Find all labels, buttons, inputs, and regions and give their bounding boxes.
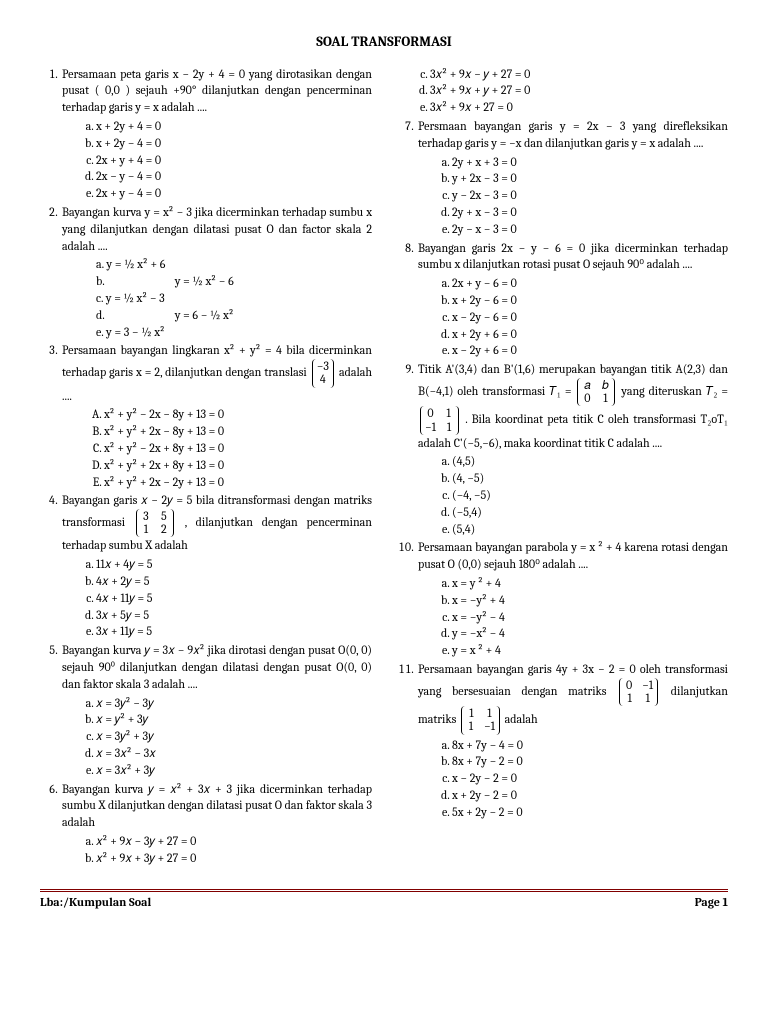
q4-text: Bayangan garis 𝑥 − 2𝑦 = 5 bila ditransfo… — [62, 493, 372, 552]
q8-opt-b: x + 2y − 6 = 0 — [452, 292, 728, 309]
q3-opt-D: x² + y² + 2x + 8y + 13 = 0 — [104, 457, 372, 474]
q7-opt-e: 2y − x − 3 = 0 — [452, 221, 728, 238]
q5-opt-e: 𝑥 = 3𝑥² + 3𝑦 — [96, 762, 372, 779]
matrix-icon: 111−1 — [461, 706, 500, 734]
q6-opt-d: 3𝑥² + 9𝑥 + 𝑦 + 27 = 0 — [430, 82, 728, 99]
q6-opt-e: 3𝑥² + 9𝑥 + 27 = 0 — [430, 99, 728, 116]
footer-left: Lba:/Kumpulan Soal — [40, 894, 151, 911]
question-5: Bayangan kurva 𝑦 = 3𝑥 − 9𝑥² jika dirotas… — [60, 642, 372, 778]
left-column: Persamaan peta garis x − 2y + 4 = 0 yang… — [40, 66, 372, 869]
q1-opt-a: x + 2y + 4 = 0 — [96, 118, 372, 135]
question-2: Bayangan kurva y = x² − 3 jika dicermink… — [60, 204, 372, 340]
q8-text: Bayangan garis 2x − y − 6 = 0 jika dicer… — [418, 241, 728, 272]
q1-opt-e: 2x + y − 4 = 0 — [96, 185, 372, 202]
q9-opt-d: (−5,4) — [452, 504, 728, 521]
page-footer: Lba:/Kumpulan Soal Page 1 — [40, 889, 728, 911]
q10-opt-a: x = y ² + 4 — [452, 575, 728, 592]
question-10: Persamaan bayangan parabola y = x ² + 4 … — [416, 539, 728, 659]
question-8: Bayangan garis 2x − y − 6 = 0 jika dicer… — [416, 240, 728, 360]
q9-text: Titik A'(3,4) dan B'(1,6) merupakan baya… — [418, 362, 728, 450]
question-6: Bayangan kurva 𝑦 = 𝑥² + 3𝑥 + 3 jika dice… — [60, 781, 372, 867]
q6-opt-c: 3𝑥² + 9𝑥 − 𝑦 + 27 = 0 — [430, 66, 728, 83]
q3-opt-C: x² + y² − 2x + 8y + 13 = 0 — [104, 440, 372, 457]
matrix-icon: 01−11 — [420, 406, 459, 434]
q7-opt-b: y + 2x − 3 = 0 — [452, 170, 728, 187]
q8-opt-a: 2x + y − 6 = 0 — [452, 275, 728, 292]
q6-opt-b: 𝑥² + 9𝑥 + 3𝑦 + 27 = 0 — [96, 850, 372, 867]
vector-icon: −34 — [312, 359, 334, 387]
q8-opt-c: x − 2y − 6 = 0 — [452, 309, 728, 326]
q8-opt-d: x + 2y + 6 = 0 — [452, 326, 728, 343]
q2-opt-d: d.y = 6 − ½ x² — [96, 307, 372, 324]
question-7: Persmaan bayangan garis y = 2x − 3 yang … — [416, 118, 728, 238]
q2-opt-b: b.y = ½ x² − 6 — [96, 273, 372, 290]
page-title: SOAL TRANSFORMASI — [40, 32, 728, 52]
q7-opt-c: y − 2x − 3 = 0 — [452, 187, 728, 204]
q10-opt-c: x = −y² − 4 — [452, 609, 728, 626]
q6-opt-a: 𝑥² + 9𝑥 − 3𝑦 + 27 = 0 — [96, 833, 372, 850]
q4-opt-b: 4𝑥 + 2𝑦 = 5 — [96, 573, 372, 590]
q2-opt-e: e. y = 3 − ½ x² — [96, 324, 372, 341]
q2-text: Bayangan kurva y = x² − 3 jika dicermink… — [62, 205, 372, 253]
q2-opt-a: a. y = ½ x² + 6 — [96, 256, 372, 273]
q8-opt-e: x − 2y + 6 = 0 — [452, 342, 728, 359]
q1-text: Persamaan peta garis x − 2y + 4 = 0 yang… — [62, 67, 372, 115]
q6-text: Bayangan kurva 𝑦 = 𝑥² + 3𝑥 + 3 jika dice… — [62, 782, 372, 830]
q4-opt-a: 11𝑥 + 4𝑦 = 5 — [96, 556, 372, 573]
q7-text: Persmaan bayangan garis y = 2x − 3 yang … — [418, 119, 728, 150]
q4-opt-e: 3𝑥 + 11𝑦 = 5 — [96, 623, 372, 640]
matrix-icon: 3512 — [136, 509, 174, 537]
q5-text: Bayangan kurva 𝑦 = 3𝑥 − 9𝑥² jika dirotas… — [62, 643, 372, 691]
q10-opt-d: y = −x² − 4 — [452, 625, 728, 642]
q7-opt-a: 2y + x + 3 = 0 — [452, 154, 728, 171]
q11-opt-d: x + 2y − 2 = 0 — [452, 787, 728, 804]
q1-opt-b: x + 2y − 4 = 0 — [96, 135, 372, 152]
q4-opt-d: 3𝑥 + 5𝑦 = 5 — [96, 607, 372, 624]
q1-opt-c: 2x + y + 4 = 0 — [96, 152, 372, 169]
q3-opt-B: x² + y² + 2x − 8y + 13 = 0 — [104, 423, 372, 440]
q2-opt-c: c. y = ½ x² − 3 — [96, 290, 372, 307]
question-3: Persamaan bayangan lingkaran x² + y² = 4… — [60, 342, 372, 490]
question-4: Bayangan garis 𝑥 − 2𝑦 = 5 bila ditransfo… — [60, 492, 372, 640]
question-1: Persamaan peta garis x − 2y + 4 = 0 yang… — [60, 66, 372, 202]
question-11: Persamaan bayangan garis 4y + 3x − 2 = 0… — [416, 661, 728, 821]
q11-text: Persamaan bayangan garis 4y + 3x − 2 = 0… — [418, 662, 728, 726]
content-columns: Persamaan peta garis x − 2y + 4 = 0 yang… — [40, 66, 728, 869]
q10-opt-b: x = −y² + 4 — [452, 592, 728, 609]
q9-opt-e: (5,4) — [452, 521, 728, 538]
q5-opt-d: 𝑥 = 3𝑥² − 3𝑥 — [96, 745, 372, 762]
matrix-icon: 𝑎𝑏01 — [577, 378, 615, 406]
q9-opt-c: (−4, −5) — [452, 487, 728, 504]
q4-opt-c: 4𝑥 + 11𝑦 = 5 — [96, 590, 372, 607]
q11-opt-c: x − 2y − 2 = 0 — [452, 770, 728, 787]
q1-opt-d: 2x − y − 4 = 0 — [96, 168, 372, 185]
q5-opt-c: 𝑥 = 3𝑦² + 3𝑦 — [96, 728, 372, 745]
q5-opt-a: 𝑥 = 3𝑦² − 3𝑦 — [96, 695, 372, 712]
q10-text: Persamaan bayangan parabola y = x ² + 4 … — [418, 540, 728, 571]
q9-opt-a: (4,5) — [452, 453, 728, 470]
q7-opt-d: 2y + x − 3 = 0 — [452, 204, 728, 221]
right-column: 3𝑥² + 9𝑥 − 𝑦 + 27 = 0 3𝑥² + 9𝑥 + 𝑦 + 27 … — [396, 66, 728, 869]
q9-opt-b: (4, −5) — [452, 470, 728, 487]
footer-right: Page 1 — [695, 894, 728, 911]
q11-opt-b: 8x + 7y − 2 = 0 — [452, 753, 728, 770]
q11-opt-e: 5x + 2y − 2 = 0 — [452, 804, 728, 821]
q10-opt-e: y = x ² + 4 — [452, 642, 728, 659]
matrix-icon: 0−111 — [619, 678, 658, 706]
q3-text: Persamaan bayangan lingkaran x² + y² = 4… — [62, 343, 372, 402]
question-9: Titik A'(3,4) dan B'(1,6) merupakan baya… — [416, 361, 728, 537]
q5-opt-b: 𝑥 = 𝑦² + 3𝑦 — [96, 711, 372, 728]
q3-opt-E: x² + y² + 2x − 2y + 13 = 0 — [104, 474, 372, 491]
q3-opt-A: x² + y² − 2x − 8y + 13 = 0 — [104, 406, 372, 423]
q11-opt-a: 8x + 7y − 4 = 0 — [452, 737, 728, 754]
